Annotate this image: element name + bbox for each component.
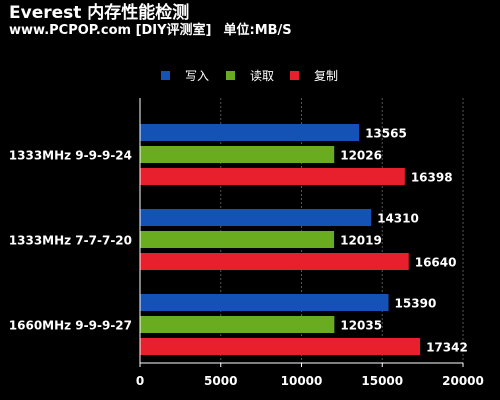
legend-label-1: 写入 xyxy=(185,69,209,83)
value-label-3-2: 12035 xyxy=(340,319,382,333)
value-label-3-1: 15390 xyxy=(395,297,437,311)
legend-label-3: 复制 xyxy=(314,69,338,83)
bar-2-1 xyxy=(140,209,372,226)
chart-title: Everest 内存性能检测 xyxy=(9,3,190,23)
bar-2-2 xyxy=(140,231,335,248)
category-label-2: 1333MHz 7-7-7-20 xyxy=(9,234,132,248)
bar-2-3 xyxy=(140,253,409,270)
source-label: www.PCPOP.com [DIY评测室] xyxy=(9,23,212,38)
bar-1-2 xyxy=(140,146,335,163)
value-label-2-1: 14310 xyxy=(377,212,419,226)
value-label-1-1: 13565 xyxy=(365,127,407,141)
legend-label-2: 读取 xyxy=(250,69,274,83)
bar-1-1 xyxy=(140,124,360,141)
bar-3-1 xyxy=(140,294,389,311)
unit-label: 单位:MB/S xyxy=(223,23,292,38)
bar-3-2 xyxy=(140,316,335,333)
category-label-3: 1660MHz 9-9-9-27 xyxy=(9,319,132,333)
value-label-2-3: 16640 xyxy=(415,256,457,270)
bar-1-3 xyxy=(140,168,405,185)
legend-swatch-3 xyxy=(290,71,299,80)
x-tick-label-2: 5000 xyxy=(204,374,237,388)
legend-swatch-1 xyxy=(161,71,170,80)
x-tick-label-1: 0 xyxy=(136,374,144,388)
bar-3-3 xyxy=(140,338,421,355)
x-tick-label-4: 15000 xyxy=(361,374,403,388)
value-label-1-3: 16398 xyxy=(411,171,453,185)
legend-swatch-2 xyxy=(226,71,235,80)
chart-header: Everest 内存性能检测 www.PCPOP.com [DIY评测室] 单位:… xyxy=(9,3,292,39)
x-tick-label-3: 10000 xyxy=(281,374,323,388)
chart-subtitle: www.PCPOP.com [DIY评测室] 单位:MB/S xyxy=(9,23,292,39)
category-label-1: 1333MHz 9-9-9-24 xyxy=(9,149,132,163)
x-tick-label-5: 20000 xyxy=(442,374,484,388)
value-label-1-2: 12026 xyxy=(340,149,382,163)
value-label-3-3: 17342 xyxy=(426,341,468,355)
value-label-2-2: 12019 xyxy=(340,234,382,248)
